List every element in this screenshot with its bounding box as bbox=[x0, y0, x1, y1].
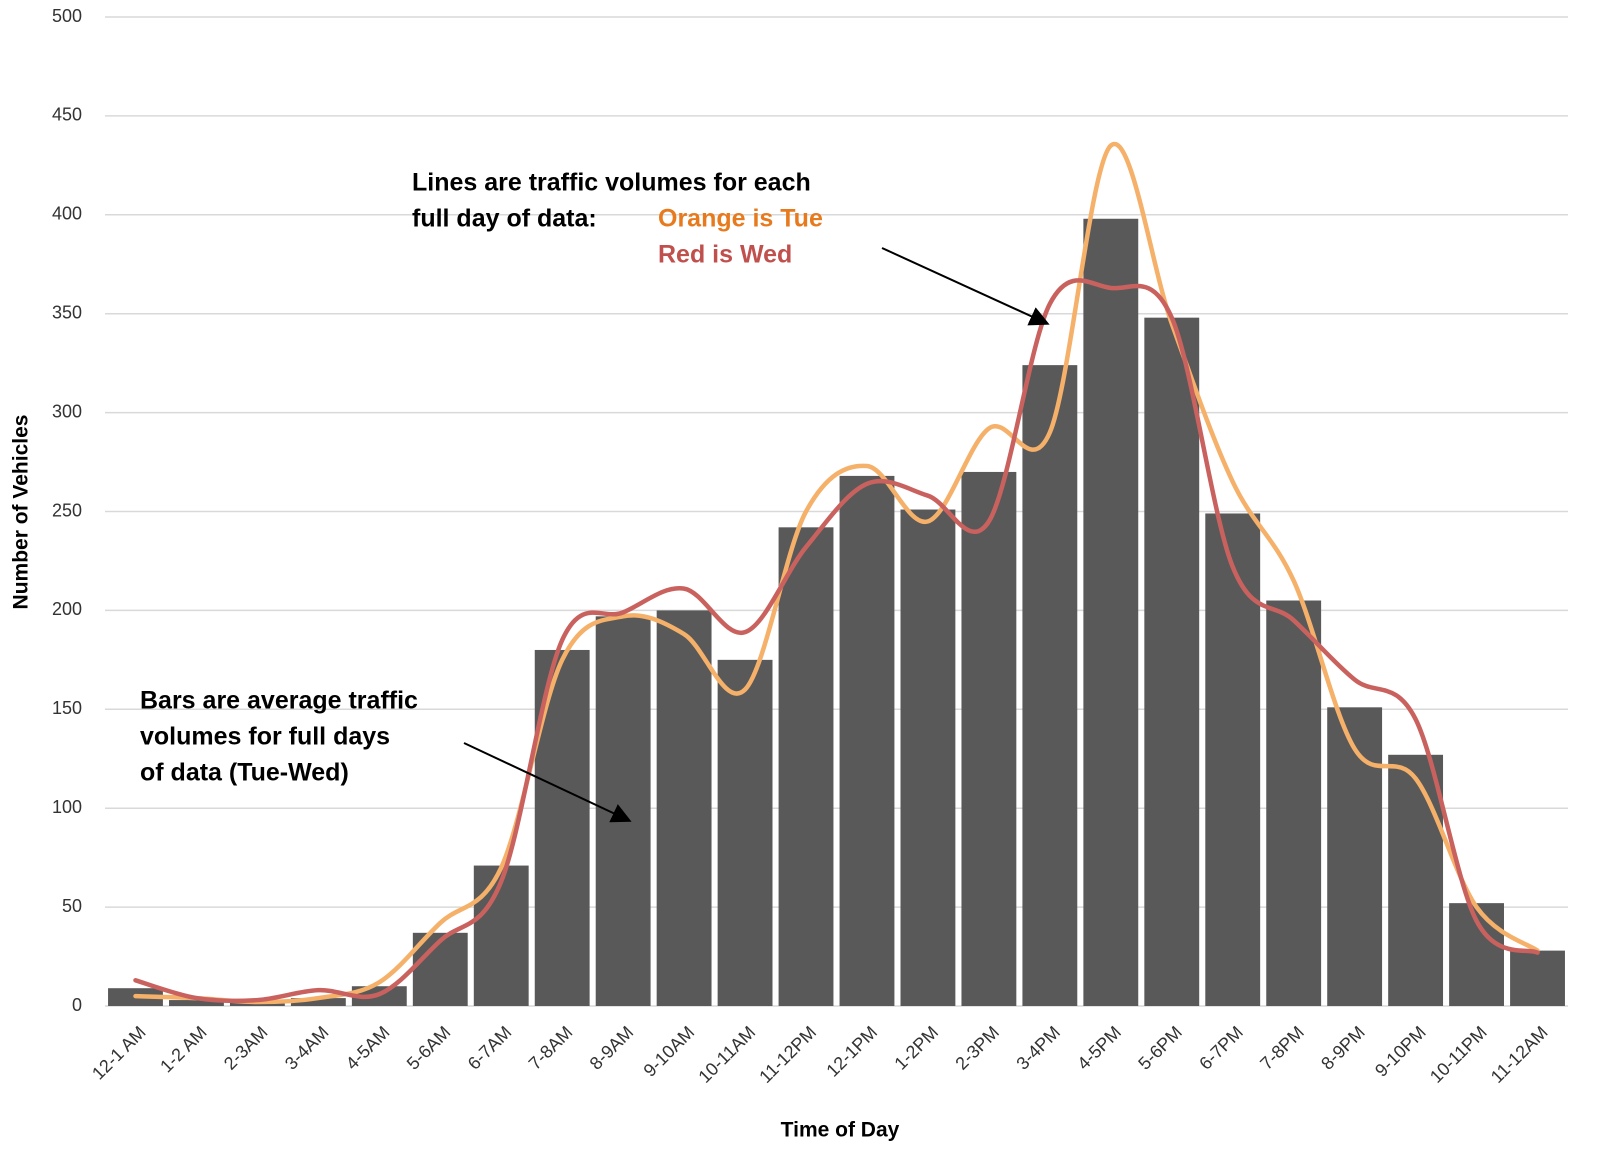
x-tick-label: 12-1 AM bbox=[88, 1022, 150, 1084]
y-tick-label: 100 bbox=[52, 797, 82, 817]
x-tick-label: 2-3PM bbox=[951, 1022, 1003, 1074]
bar bbox=[473, 865, 529, 1006]
y-tick-label: 450 bbox=[52, 105, 82, 125]
y-tick-label: 350 bbox=[52, 302, 82, 322]
x-tick-label: 12-1PM bbox=[822, 1022, 881, 1081]
bar bbox=[1083, 218, 1139, 1007]
annotation: Bars are average traffic bbox=[140, 687, 418, 715]
x-tick-label: 11-12AM bbox=[1487, 1022, 1552, 1087]
x-tick-label: 4-5AM bbox=[342, 1022, 394, 1074]
y-tick-label: 300 bbox=[52, 401, 82, 421]
bar bbox=[1388, 754, 1444, 1006]
bar bbox=[1022, 365, 1078, 1006]
bar bbox=[1144, 317, 1200, 1006]
lines bbox=[133, 141, 1540, 1005]
x-tick-label: 3-4AM bbox=[281, 1022, 333, 1074]
bar bbox=[595, 616, 651, 1006]
annotation: of data (Tue-Wed) bbox=[140, 759, 349, 787]
x-tick-label: 9-10AM bbox=[640, 1022, 699, 1081]
bar bbox=[1327, 707, 1383, 1006]
bar bbox=[900, 509, 956, 1006]
x-tick-label: 8-9PM bbox=[1317, 1022, 1369, 1074]
y-axis-title: Number of Vehicles bbox=[10, 415, 33, 610]
x-tick-label: 10-11PM bbox=[1426, 1022, 1491, 1087]
y-tick-label: 150 bbox=[52, 698, 82, 718]
annotation: Orange is Tue bbox=[658, 205, 823, 233]
bar bbox=[1266, 600, 1322, 1006]
y-tick-label: 50 bbox=[62, 896, 82, 916]
x-tick-label: 10-11AM bbox=[694, 1022, 759, 1087]
y-tick-label: 250 bbox=[52, 500, 82, 520]
bar bbox=[717, 659, 773, 1006]
x-tick-label: 5-6PM bbox=[1134, 1022, 1186, 1074]
line bbox=[133, 141, 1540, 1005]
x-tick-label: 1-2 AM bbox=[156, 1022, 210, 1076]
x-tick-label: 7-8PM bbox=[1256, 1022, 1308, 1074]
x-tick-label: 6-7AM bbox=[464, 1022, 516, 1074]
x-tick-label: 2-3AM bbox=[220, 1022, 272, 1074]
bar bbox=[778, 527, 834, 1006]
x-tick-label: 8-9AM bbox=[586, 1022, 638, 1074]
annotation: full day of data: bbox=[412, 205, 597, 233]
x-tick-label: 6-7PM bbox=[1195, 1022, 1247, 1074]
bar bbox=[961, 471, 1017, 1006]
annotation-arrow bbox=[463, 742, 632, 823]
x-tick-label: 9-10PM bbox=[1371, 1022, 1430, 1081]
annotation: Red is Wed bbox=[658, 241, 792, 269]
bar bbox=[656, 610, 712, 1006]
bar bbox=[1205, 513, 1261, 1006]
y-tick-label: 400 bbox=[52, 204, 82, 224]
annotation: Lines are traffic volumes for each bbox=[412, 169, 811, 197]
x-tick-label: 5-6AM bbox=[403, 1022, 455, 1074]
y-tick-label: 500 bbox=[52, 6, 82, 26]
x-tick-label: 1-2PM bbox=[890, 1022, 942, 1074]
x-tick-label: 7-8AM bbox=[525, 1022, 577, 1074]
bars bbox=[108, 218, 1565, 1007]
annotation: volumes for full days bbox=[140, 723, 390, 751]
x-tick-label: 3-4PM bbox=[1012, 1022, 1064, 1074]
line bbox=[133, 278, 1540, 1004]
annotation-arrow bbox=[881, 247, 1050, 326]
bar bbox=[290, 998, 346, 1006]
x-tick-label: 11-12PM bbox=[755, 1022, 820, 1087]
x-axis-title: Time of Day bbox=[781, 1119, 900, 1142]
bar bbox=[1510, 950, 1565, 1006]
bar bbox=[169, 1000, 224, 1006]
y-tick-label: 0 bbox=[72, 995, 82, 1015]
x-tick-label: 4-5PM bbox=[1073, 1022, 1125, 1074]
bar bbox=[839, 475, 895, 1006]
y-tick-label: 200 bbox=[52, 599, 82, 619]
